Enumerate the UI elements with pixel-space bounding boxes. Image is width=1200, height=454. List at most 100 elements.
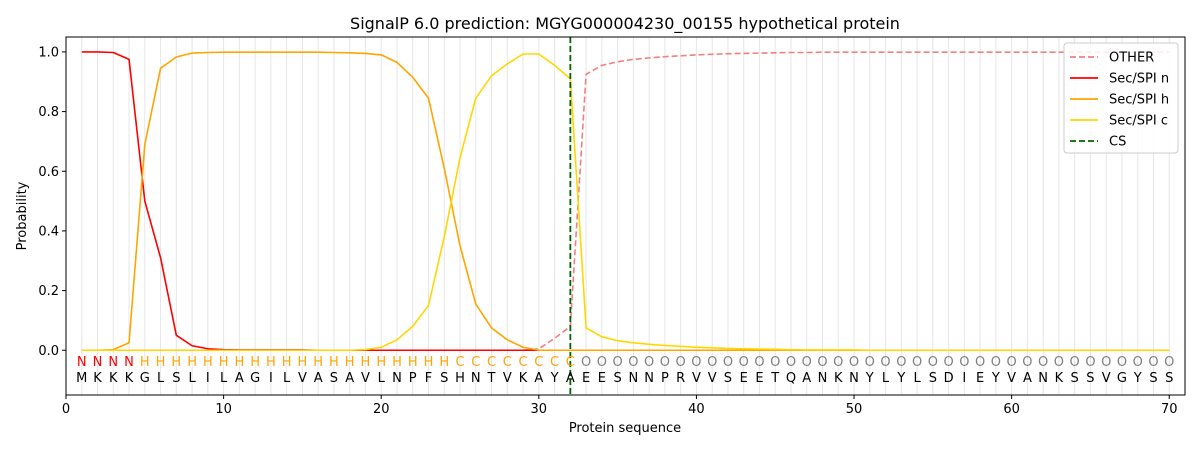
residue-label: A (235, 371, 244, 386)
region-label: O (865, 355, 875, 370)
residue-label: V (692, 371, 701, 386)
residue-label: K (834, 371, 843, 386)
y-tick-label: 0.6 (38, 165, 59, 180)
residue-label: N (392, 371, 402, 386)
residue-label: K (125, 371, 134, 386)
residue-label: Q (786, 371, 796, 386)
region-label: H (156, 355, 166, 370)
x-tick-label: 20 (373, 402, 390, 417)
residue-label: A (566, 371, 575, 386)
region-label: H (376, 355, 386, 370)
residue-label: H (455, 371, 465, 386)
residue-label: V (361, 371, 370, 386)
region-label: O (707, 355, 717, 370)
region-label: H (282, 355, 292, 370)
region-label: O (644, 355, 654, 370)
region-label: O (581, 355, 591, 370)
region-label: O (1101, 355, 1111, 370)
residue-label: L (188, 371, 196, 386)
region-label: O (1148, 355, 1158, 370)
residue-label: T (487, 371, 496, 386)
x-tick-label: 40 (688, 402, 705, 417)
residue-label: F (425, 371, 432, 386)
region-label: N (77, 355, 87, 370)
region-label: O (1133, 355, 1143, 370)
residue-label: S (613, 371, 621, 386)
region-label: C (534, 355, 543, 370)
region-label: N (93, 355, 103, 370)
y-tick-label: 1.0 (38, 45, 59, 60)
series-line-sec-spi-n (81, 51, 1170, 352)
residue-label: E (582, 371, 590, 386)
residue-label: Y (865, 371, 874, 386)
residue-label: L (157, 371, 165, 386)
region-label: H (187, 355, 197, 370)
region-label: N (124, 355, 134, 370)
residue-label: S (172, 371, 180, 386)
region-label: H (234, 355, 244, 370)
series-line-sec-spi-h (81, 51, 1170, 352)
residue-label: V (503, 371, 512, 386)
residue-label: T (770, 371, 779, 386)
series-line-other (81, 51, 1170, 352)
residue-label: I (206, 371, 210, 386)
residue-label: S (440, 371, 448, 386)
region-label: H (266, 355, 276, 370)
residue-label: N (818, 371, 828, 386)
residue-label: Y (550, 371, 559, 386)
region-label: C (519, 355, 528, 370)
region-label: O (613, 355, 623, 370)
residue-label: L (283, 371, 291, 386)
residue-label: V (298, 371, 307, 386)
legend-box (1063, 42, 1179, 154)
residue-label: K (93, 371, 102, 386)
x-tick-label: 60 (1003, 402, 1020, 417)
region-label: C (455, 355, 464, 370)
region-label: O (660, 355, 670, 370)
residue-label: I (962, 371, 966, 386)
x-tick-label: 10 (215, 402, 232, 417)
residue-label: V (1102, 371, 1111, 386)
residue-label: V (708, 371, 717, 386)
region-label: H (392, 355, 402, 370)
region-label: O (833, 355, 843, 370)
x-tick-label: 30 (531, 402, 548, 417)
region-label: C (471, 355, 480, 370)
region-label: O (1054, 355, 1064, 370)
legend: OTHER Sec/SPI n Sec/SPI h Sec/SPI c CS (1063, 42, 1179, 154)
region-label: H (298, 355, 308, 370)
residue-label: E (976, 371, 984, 386)
region-label: O (880, 355, 890, 370)
residue-label: S (929, 371, 937, 386)
residue-label: Y (896, 371, 905, 386)
region-label: O (1164, 355, 1174, 370)
residue-label: E (598, 371, 606, 386)
region-label: O (754, 355, 764, 370)
legend-label: Sec/SPI h (1109, 93, 1169, 108)
region-label: O (802, 355, 812, 370)
region-label: H (313, 355, 323, 370)
region-label: O (723, 355, 733, 370)
residue-label: G (140, 371, 150, 386)
residue-label: N (471, 371, 481, 386)
region-label: H (345, 355, 355, 370)
region-label: O (928, 355, 938, 370)
residue-label: A (314, 371, 323, 386)
region-label: C (487, 355, 496, 370)
legend-label: OTHER (1109, 51, 1154, 66)
residue-label: S (724, 371, 732, 386)
x-tick-label: 70 (1161, 402, 1178, 417)
region-label: O (1070, 355, 1080, 370)
residue-label: A (1023, 371, 1032, 386)
residue-label: N (644, 371, 654, 386)
residue-label: E (755, 371, 763, 386)
y-axis-label: Probability (15, 181, 30, 250)
region-label: C (503, 355, 512, 370)
region-label: O (896, 355, 906, 370)
region-label: O (975, 355, 985, 370)
region-label: O (691, 355, 701, 370)
region-label: H (219, 355, 229, 370)
x-tick-label: 50 (846, 402, 863, 417)
chart-title: SignalP 6.0 prediction: MGYG000004230_00… (350, 14, 900, 34)
